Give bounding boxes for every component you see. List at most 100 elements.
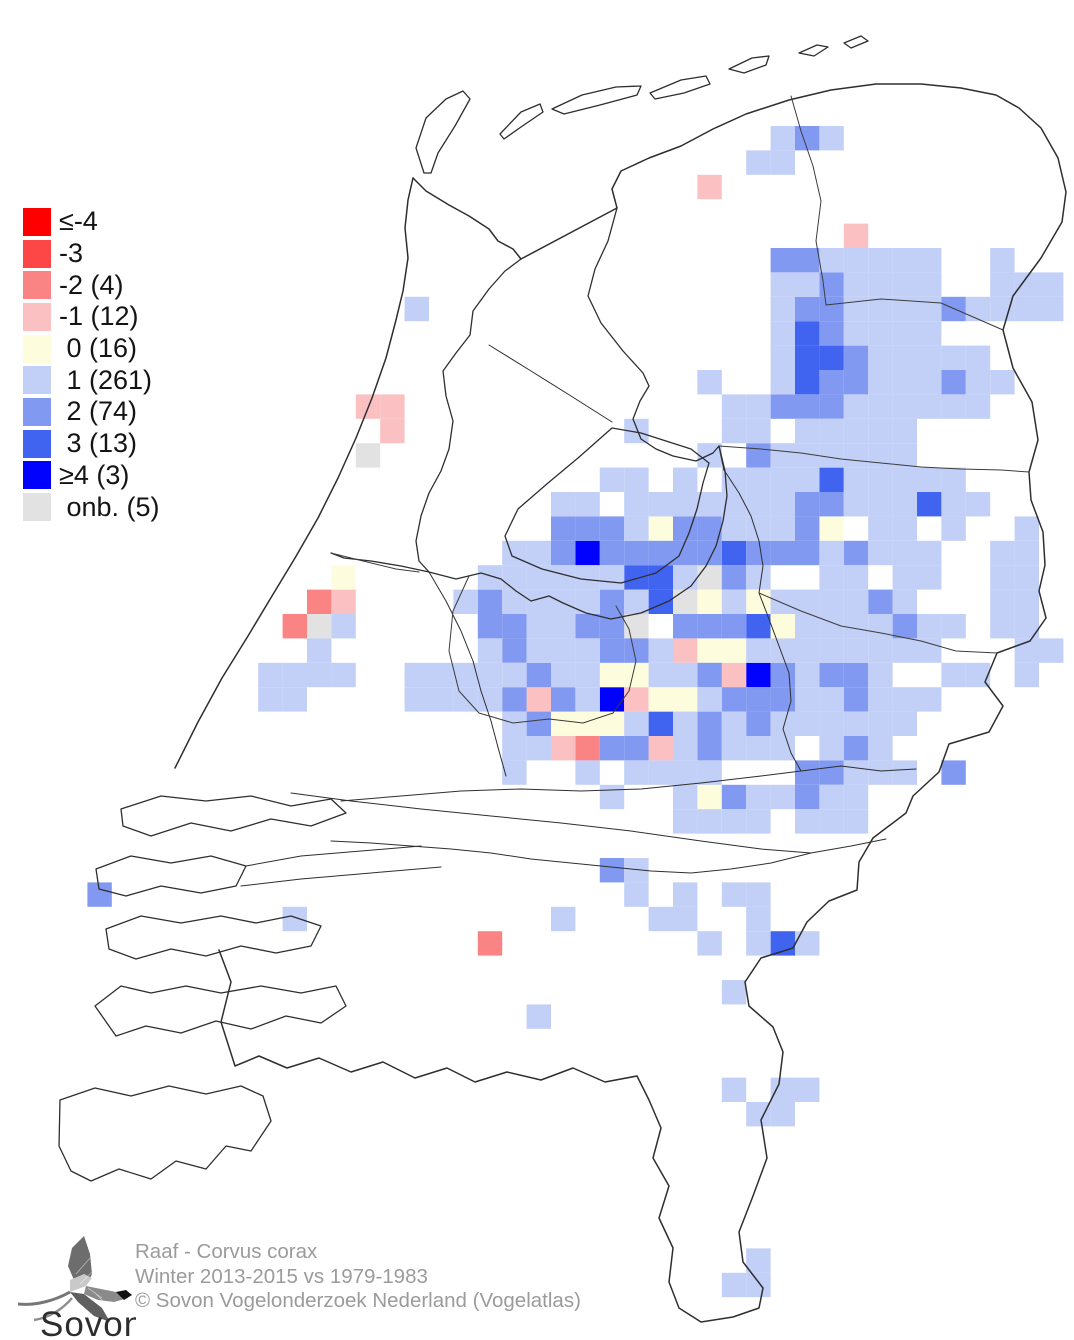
grid-cell — [746, 809, 771, 834]
period-subtitle: Winter 2013-2015 vs 1979-1983 — [135, 1264, 428, 1288]
grid-cell — [697, 614, 722, 639]
grid-cell — [721, 638, 747, 663]
grid-cell — [941, 394, 966, 419]
grid-cell — [770, 1102, 795, 1127]
grid-cell — [843, 614, 869, 639]
island-ameland — [649, 75, 711, 100]
province-borders — [330, 95, 1030, 724]
grid-cell — [721, 980, 747, 1005]
grid-cell — [697, 589, 722, 614]
grid-cell — [477, 614, 503, 639]
grid-cell — [843, 394, 869, 419]
grid-cell — [429, 662, 454, 688]
grid-cell — [282, 687, 307, 712]
grid-cell — [770, 589, 795, 614]
grid-cell — [746, 931, 771, 956]
grid-cell — [526, 736, 551, 761]
grid-cell — [990, 589, 1015, 614]
grid-cell — [819, 809, 844, 834]
grid-cell — [868, 248, 893, 273]
grid-cell — [990, 248, 1015, 273]
grid-cell — [941, 467, 966, 492]
grid-cell — [746, 540, 771, 566]
markermeer-coast — [330, 258, 522, 573]
grid-cell — [599, 736, 625, 761]
grid-cell — [868, 394, 893, 419]
grid-cell — [648, 638, 673, 663]
grid-cell — [429, 687, 454, 712]
grid-cell — [282, 614, 307, 639]
grid-cell — [843, 638, 869, 663]
grid-cell — [746, 882, 771, 907]
grid-cell — [990, 272, 1015, 297]
grid-cell — [746, 467, 771, 492]
grid-cell — [331, 614, 356, 639]
grid-cell — [526, 687, 551, 712]
grid-cell — [551, 492, 576, 517]
grid-cell — [965, 296, 991, 322]
grid-cell — [1014, 296, 1039, 322]
island-texel — [415, 90, 471, 174]
grid-cell — [477, 638, 503, 663]
grid-cell — [721, 687, 747, 712]
grid-cell — [868, 272, 893, 297]
grid-cell — [721, 418, 747, 444]
grid-cell — [795, 272, 820, 297]
grid-cell — [624, 492, 649, 517]
grid-cell — [868, 760, 893, 785]
grid-cell — [1039, 272, 1064, 297]
grid-cell — [941, 516, 966, 541]
grid-cell — [697, 662, 722, 688]
grid-cell — [624, 614, 649, 639]
grid-cell — [258, 687, 283, 712]
grid-cell — [673, 467, 698, 492]
grid-cell — [697, 174, 722, 200]
legend-item-ge4: ≥4 (3) — [23, 460, 160, 492]
grid-cell — [819, 589, 844, 614]
grid-cell — [795, 711, 820, 736]
grid-cell — [721, 589, 747, 614]
grid-cell — [526, 711, 551, 736]
grid-cell — [624, 687, 649, 712]
grid-cell — [697, 809, 722, 834]
grid-cell — [819, 784, 844, 810]
river-waal — [290, 792, 887, 854]
legend-item-1: 1 (261) — [23, 364, 160, 396]
grid-cell — [795, 126, 820, 151]
grid-cell — [648, 711, 673, 736]
grid-cell — [819, 394, 844, 419]
grid-cell — [404, 687, 429, 712]
grid-cell — [599, 687, 625, 712]
grid-cell — [770, 662, 795, 688]
grid-cell — [624, 736, 649, 761]
grid-cell — [795, 418, 820, 444]
grid-cell — [551, 516, 576, 541]
grid-cell — [868, 711, 893, 736]
grid-cell — [892, 248, 917, 273]
grid-cell — [697, 565, 722, 590]
grid-cell — [599, 565, 625, 590]
grid-cell — [868, 540, 893, 566]
grid-cell — [551, 589, 576, 614]
grid-cell — [477, 565, 503, 590]
grid-cell — [917, 370, 942, 395]
grid-cell — [843, 540, 869, 566]
grid-cell — [258, 662, 283, 688]
legend-swatch — [23, 397, 51, 426]
grid-cell — [941, 370, 966, 395]
grid-cell — [892, 272, 917, 297]
grid-cell — [746, 492, 771, 517]
grid-cell — [575, 614, 600, 639]
grid-cell — [673, 638, 698, 663]
grid-cell — [770, 711, 795, 736]
grid-cell — [746, 565, 771, 590]
grid-cell — [770, 370, 795, 395]
grid-cell — [819, 662, 844, 688]
island-terschelling — [551, 85, 642, 115]
grid-cell — [965, 370, 991, 395]
grid-cell — [795, 467, 820, 492]
grid-cell — [892, 370, 917, 395]
grid-cell — [843, 565, 869, 590]
grid-cell — [599, 662, 625, 688]
